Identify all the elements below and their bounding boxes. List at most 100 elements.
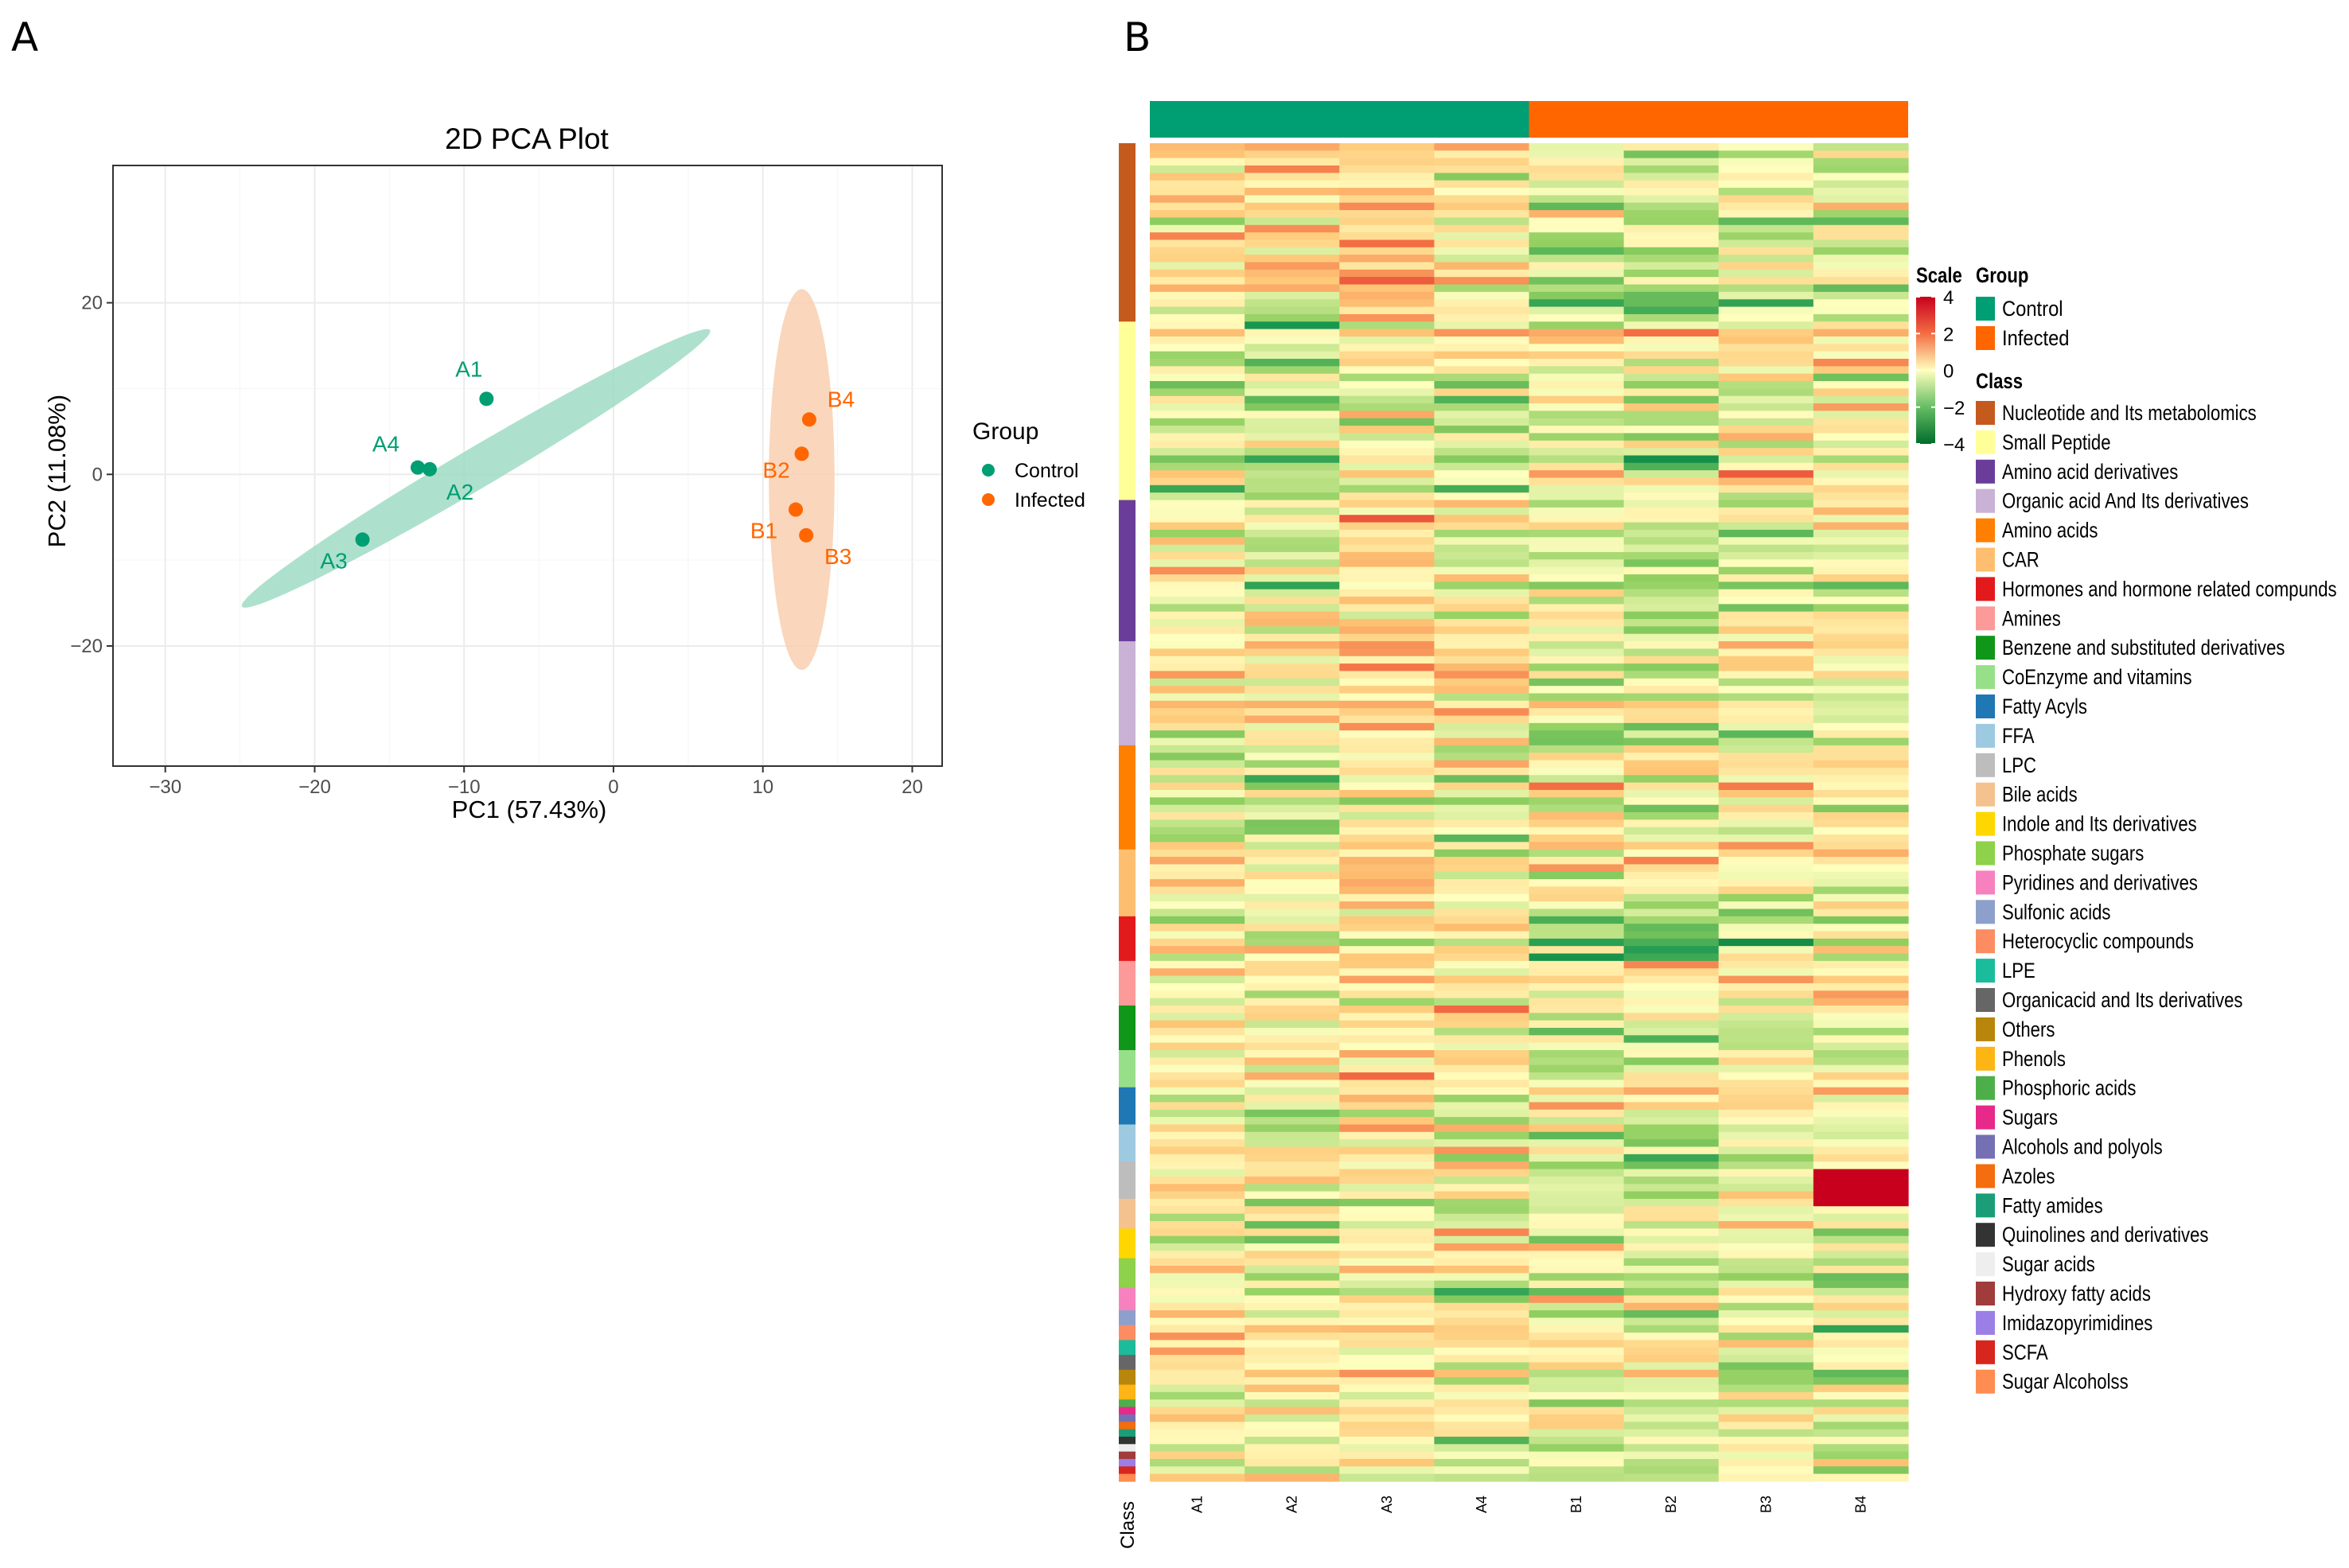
- heatmap-cell: [1339, 960, 1435, 969]
- heatmap-cell: [1623, 789, 1720, 798]
- heatmap-cell: [1245, 857, 1340, 866]
- heatmap-cell: [1339, 1080, 1435, 1088]
- heatmap-cell: [1529, 299, 1625, 308]
- heatmap-cell: [1718, 388, 1814, 397]
- heatmap-cell: [1623, 1391, 1720, 1400]
- heatmap-cell: [1434, 1184, 1530, 1193]
- heatmap-cell: [1150, 864, 1245, 873]
- heatmap-cell: [1623, 262, 1720, 270]
- heatmap-cell: [1623, 321, 1720, 330]
- class-bar-segment: [1119, 1050, 1136, 1088]
- heatmap-cell: [1718, 1191, 1814, 1200]
- heatmap-cell: [1718, 344, 1814, 352]
- heatmap-cell: [1718, 730, 1814, 739]
- class-legend-swatch: [1976, 459, 1995, 484]
- heatmap-cell: [1150, 946, 1245, 955]
- heatmap-cell: [1623, 975, 1720, 984]
- heatmap-cell: [1339, 641, 1435, 650]
- heatmap-cell: [1813, 582, 1909, 590]
- heatmap-cell: [1150, 232, 1245, 241]
- heatmap-cell: [1718, 656, 1814, 664]
- heatmap-cell: [1245, 1466, 1340, 1475]
- heatmap-cell: [1150, 797, 1245, 806]
- heatmap-cell: [1813, 975, 1909, 984]
- heatmap-cell: [1623, 633, 1720, 642]
- heatmap-cell: [1529, 656, 1625, 664]
- heatmap-cell: [1529, 804, 1625, 813]
- heatmap-cell: [1529, 1169, 1625, 1177]
- heatmap-cell: [1339, 388, 1435, 397]
- heatmap-cell: [1529, 395, 1625, 404]
- heatmap-cell: [1529, 217, 1625, 226]
- heatmap-cell: [1339, 299, 1435, 308]
- class-legend-label: Benzene and substituted derivatives: [2002, 636, 2285, 660]
- heatmap-cell: [1813, 1146, 1909, 1155]
- heatmap-cell: [1150, 1422, 1245, 1430]
- heatmap-cell: [1339, 1444, 1435, 1453]
- heatmap-cell: [1718, 1258, 1814, 1266]
- heatmap-cell: [1150, 745, 1245, 753]
- heatmap-cell: [1150, 1013, 1245, 1021]
- class-bar-segment: [1119, 1228, 1136, 1259]
- heatmap-cell: [1150, 648, 1245, 657]
- heatmap-cell: [1245, 924, 1340, 932]
- heatmap-cell: [1434, 537, 1530, 546]
- heatmap-cell: [1813, 782, 1909, 791]
- heatmap-cell: [1718, 864, 1814, 873]
- heatmap-cell: [1339, 1399, 1435, 1408]
- heatmap-cell: [1813, 1399, 1909, 1408]
- heatmap-cell: [1245, 188, 1340, 196]
- heatmap-cell: [1434, 1295, 1530, 1304]
- class-legend-label: Heterocyclic compounds: [2002, 930, 2194, 954]
- heatmap-cell: [1434, 960, 1530, 969]
- heatmap-cell: [1245, 232, 1340, 241]
- heatmap-cell: [1529, 663, 1625, 672]
- heatmap-cell: [1245, 1458, 1340, 1467]
- heatmap-cell: [1623, 604, 1720, 613]
- heatmap-cell: [1150, 173, 1245, 181]
- class-legend-swatch: [1976, 870, 1995, 895]
- heatmap-cell: [1813, 648, 1909, 657]
- heatmap-cell: [1245, 968, 1340, 977]
- heatmap-cell: [1245, 909, 1340, 917]
- heatmap-cell: [1245, 418, 1340, 426]
- heatmap-cell: [1529, 344, 1625, 352]
- heatmap-cell: [1813, 1198, 1909, 1207]
- heatmap-cell: [1813, 1013, 1909, 1021]
- heatmap-cell: [1623, 1414, 1720, 1422]
- heatmap-cell: [1434, 1317, 1530, 1326]
- heatmap-cell: [1529, 648, 1625, 657]
- heatmap-cell: [1623, 1310, 1720, 1319]
- heatmap-cell: [1150, 1064, 1245, 1073]
- heatmap-cell: [1623, 775, 1720, 784]
- heatmap-cell: [1245, 656, 1340, 664]
- heatmap-cell: [1623, 886, 1720, 895]
- class-bar-segment: [1119, 1384, 1136, 1400]
- heatmap-cell: [1529, 1407, 1625, 1415]
- heatmap-cell: [1529, 604, 1625, 613]
- heatmap-cell: [1434, 626, 1530, 635]
- class-legend-swatch: [1976, 1252, 1995, 1277]
- heatmap-cell: [1245, 1013, 1340, 1021]
- heatmap-cell: [1339, 611, 1435, 620]
- heatmap-cell: [1813, 1280, 1909, 1289]
- heatmap-cell: [1718, 968, 1814, 977]
- heatmap-cell: [1150, 678, 1245, 687]
- heatmap-cell: [1623, 671, 1720, 679]
- heatmap-cell: [1718, 403, 1814, 411]
- heatmap-cell: [1529, 1198, 1625, 1207]
- heatmap-cell: [1813, 797, 1909, 806]
- heatmap-cell: [1623, 426, 1720, 434]
- heatmap-cell: [1718, 782, 1814, 791]
- heatmap-cell: [1718, 477, 1814, 486]
- heatmap-cell: [1529, 470, 1625, 479]
- heatmap-cell: [1150, 1473, 1245, 1482]
- pca-x-tick-label: −20: [298, 776, 331, 798]
- heatmap-cell: [1434, 255, 1530, 263]
- heatmap-cell: [1623, 1080, 1720, 1088]
- heatmap-cell: [1718, 982, 1814, 991]
- heatmap-cell: [1150, 633, 1245, 642]
- heatmap-cell: [1150, 344, 1245, 352]
- heatmap-cell: [1718, 195, 1814, 204]
- heatmap-cell: [1529, 1191, 1625, 1200]
